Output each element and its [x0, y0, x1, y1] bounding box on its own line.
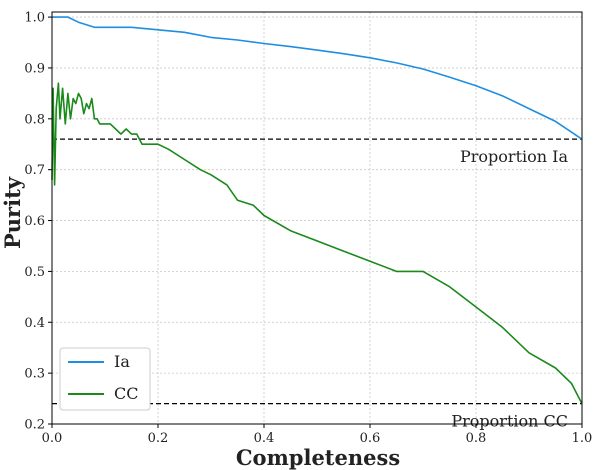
x-axis-title: Completeness: [236, 445, 400, 470]
axis-ticks: 0.0 0.2 0.4 0.6 0.8 1.00.20.30.40.50.60.70.80…: [24, 11, 592, 446]
y-axis-title: Purity: [0, 176, 25, 249]
x-tick-label: 0.2: [148, 431, 169, 446]
legend-label-cc: CC: [114, 384, 138, 403]
x-tick-label: 1.0: [572, 431, 593, 446]
y-tick-label: 1.0: [24, 11, 45, 26]
series-line-ia: [52, 16, 583, 140]
y-tick-label: 0.4: [24, 316, 45, 331]
reference-label-1: Proportion CC: [451, 412, 568, 431]
legend-label-ia: Ia: [114, 352, 130, 371]
x-tick-label: 0.6: [360, 431, 381, 446]
data-series: [51, 16, 583, 405]
x-tick-label: 0.0: [42, 431, 63, 446]
legend: Ia CC: [59, 347, 151, 411]
y-tick-label: 0.6: [24, 214, 45, 229]
y-tick-label: 0.2: [24, 418, 45, 433]
plot-frame: [51, 11, 583, 425]
y-tick-label: 0.5: [24, 265, 45, 280]
y-tick-label: 0.8: [24, 112, 45, 127]
x-tick-label: 0.4: [254, 431, 275, 446]
reference-label-0: Proportion Ia: [460, 147, 568, 166]
x-tick-label: 0.8: [466, 431, 487, 446]
series-line-cc: [51, 82, 583, 405]
y-tick-label: 0.7: [24, 163, 45, 178]
y-tick-label: 0.9: [24, 61, 45, 76]
y-tick-label: 0.3: [24, 367, 45, 382]
